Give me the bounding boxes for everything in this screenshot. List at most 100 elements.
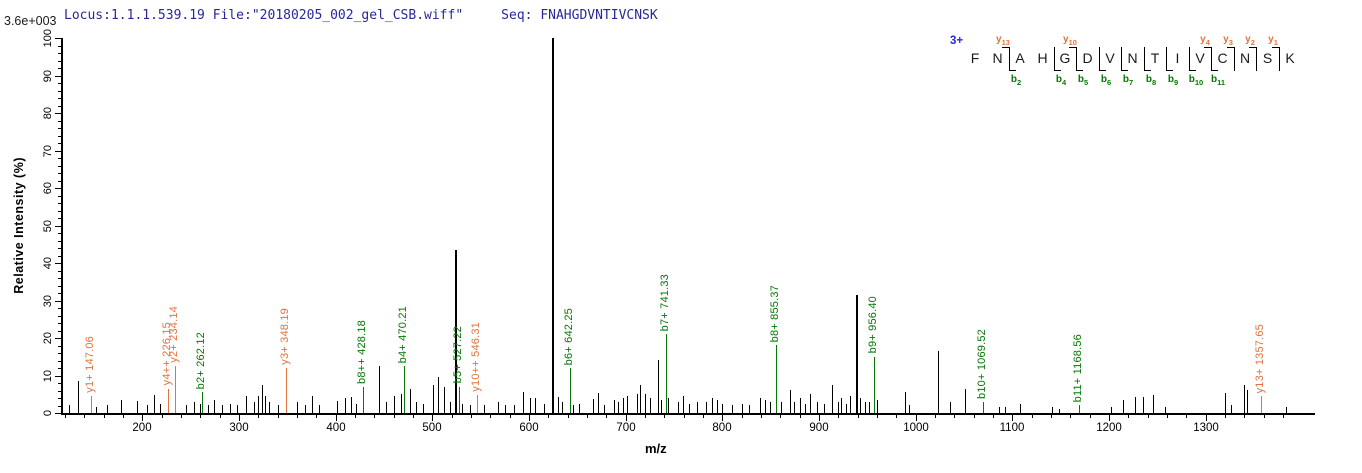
spectrum-peak [535,398,536,413]
spectrum-peak [450,402,451,413]
b-ion-arm [1166,70,1173,71]
peak-label: y2+ 234.14 [168,306,180,364]
spectrum-peak [297,402,298,413]
x-axis-minor-tick [877,415,878,418]
peptide-residue: G [1059,50,1071,66]
x-axis-title: m/z [645,441,667,456]
peptide-residue: N [1127,50,1138,66]
spectrum-peak [1005,407,1006,413]
x-axis-major-tick [142,415,143,421]
y-axis-minor-tick [58,233,61,234]
peak-label: b9+ 956.40 [867,296,879,354]
annotated-peak-y [168,389,169,413]
y-ion-label: y2 [1245,34,1255,47]
y-axis-minor-tick [58,181,61,182]
spectrum-peak [523,392,524,413]
x-axis-minor-tick [452,415,453,418]
y-axis-minor-tick [58,391,61,392]
y-axis-major-tick [55,338,61,339]
spectrum-peak [965,389,966,413]
y-axis-minor-tick [58,98,61,99]
y-axis-minor-tick [58,383,61,384]
y-axis-major-tick [55,113,61,114]
x-axis-minor-tick [84,415,85,418]
spectrum-peak [850,396,851,413]
x-axis-minor-tick [355,415,356,418]
y-tick-label: 60 [42,181,54,195]
spectrum-peak [1247,390,1248,413]
x-axis-minor-tick [935,415,936,418]
spectrum-peak [627,396,628,413]
b-ion-arm [1211,70,1218,71]
spectrum-peak [645,394,646,413]
spectrum-peak [661,400,662,413]
y-axis-minor-tick [58,278,61,279]
x-axis-minor-tick [993,415,994,418]
spectrum-peak [470,405,471,413]
b-ion-label: b10 [1188,74,1204,87]
fragment-cut-mark [1076,47,1077,71]
x-axis-minor-tick [1167,415,1168,418]
x-axis-major-tick [916,415,917,421]
x-tick-label: 900 [809,422,829,434]
spectrum-peak [618,402,619,413]
spectrum-peak [810,394,811,413]
peak-label: b10+ 1069.52 [976,328,988,399]
x-tick-label: 200 [132,422,152,434]
x-axis-minor-tick [162,415,163,418]
x-axis-line [61,413,1315,415]
x-axis-minor-tick [1070,415,1071,418]
annotated-peak-b [570,368,571,413]
peptide-residue: T [1150,50,1160,66]
y-axis-minor-tick [58,173,61,174]
annotated-peak-y [1261,396,1262,413]
y-axis-major-tick [55,413,61,414]
spectrum-peak [1165,407,1166,413]
x-tick-label: 300 [229,422,249,434]
x-axis-major-tick [1109,415,1110,421]
x-axis-minor-tick [1032,415,1033,418]
x-axis-major-tick [529,415,530,421]
y-axis-minor-tick [58,353,61,354]
x-axis-minor-tick [220,415,221,418]
y-axis-minor-tick [58,136,61,137]
y-axis-minor-tick [58,271,61,272]
y-ion-label: y3 [1223,34,1233,47]
x-axis-minor-tick [1225,415,1226,418]
spectrum-peak [790,390,791,413]
fragment-cut-mark [1121,47,1122,71]
y-axis-minor-tick [58,256,61,257]
spectrum-peak [683,396,684,413]
spectrum-peak [832,385,833,413]
spectrum-peak [433,385,434,413]
spectrum-peak [147,405,148,413]
spectrum-peak [96,407,97,413]
x-axis-major-tick [722,415,723,421]
spectrum-peak [846,404,847,413]
y-axis-line [61,38,63,415]
b-ion-arm [1099,70,1106,71]
y-tick-label: 20 [42,331,54,345]
b-ion-arm [1121,70,1128,71]
y-axis-minor-tick [58,241,61,242]
spectrum-peak [530,398,531,413]
spectrum-peak [877,400,878,413]
x-axis-minor-tick [471,415,472,418]
annotated-peak-b [983,402,984,413]
x-axis-minor-tick [568,415,569,418]
y-tick-label-wrap: 100 [42,16,54,60]
x-axis-minor-tick [510,415,511,418]
annotated-peak-b [363,387,364,413]
spectrum-peak [356,404,357,413]
spectrum-peak [319,405,320,413]
base-peak-intensity-label: 3.6e+003 [4,14,57,28]
spectrum-peak [160,404,161,413]
annotated-peak-y [91,396,92,413]
spectrum-peak [841,398,842,413]
x-axis-minor-tick [974,415,975,418]
y-axis-major-tick [55,376,61,377]
y-axis-minor-tick [58,218,61,219]
x-axis-minor-tick [1283,415,1284,418]
y-axis-major-tick [55,151,61,152]
